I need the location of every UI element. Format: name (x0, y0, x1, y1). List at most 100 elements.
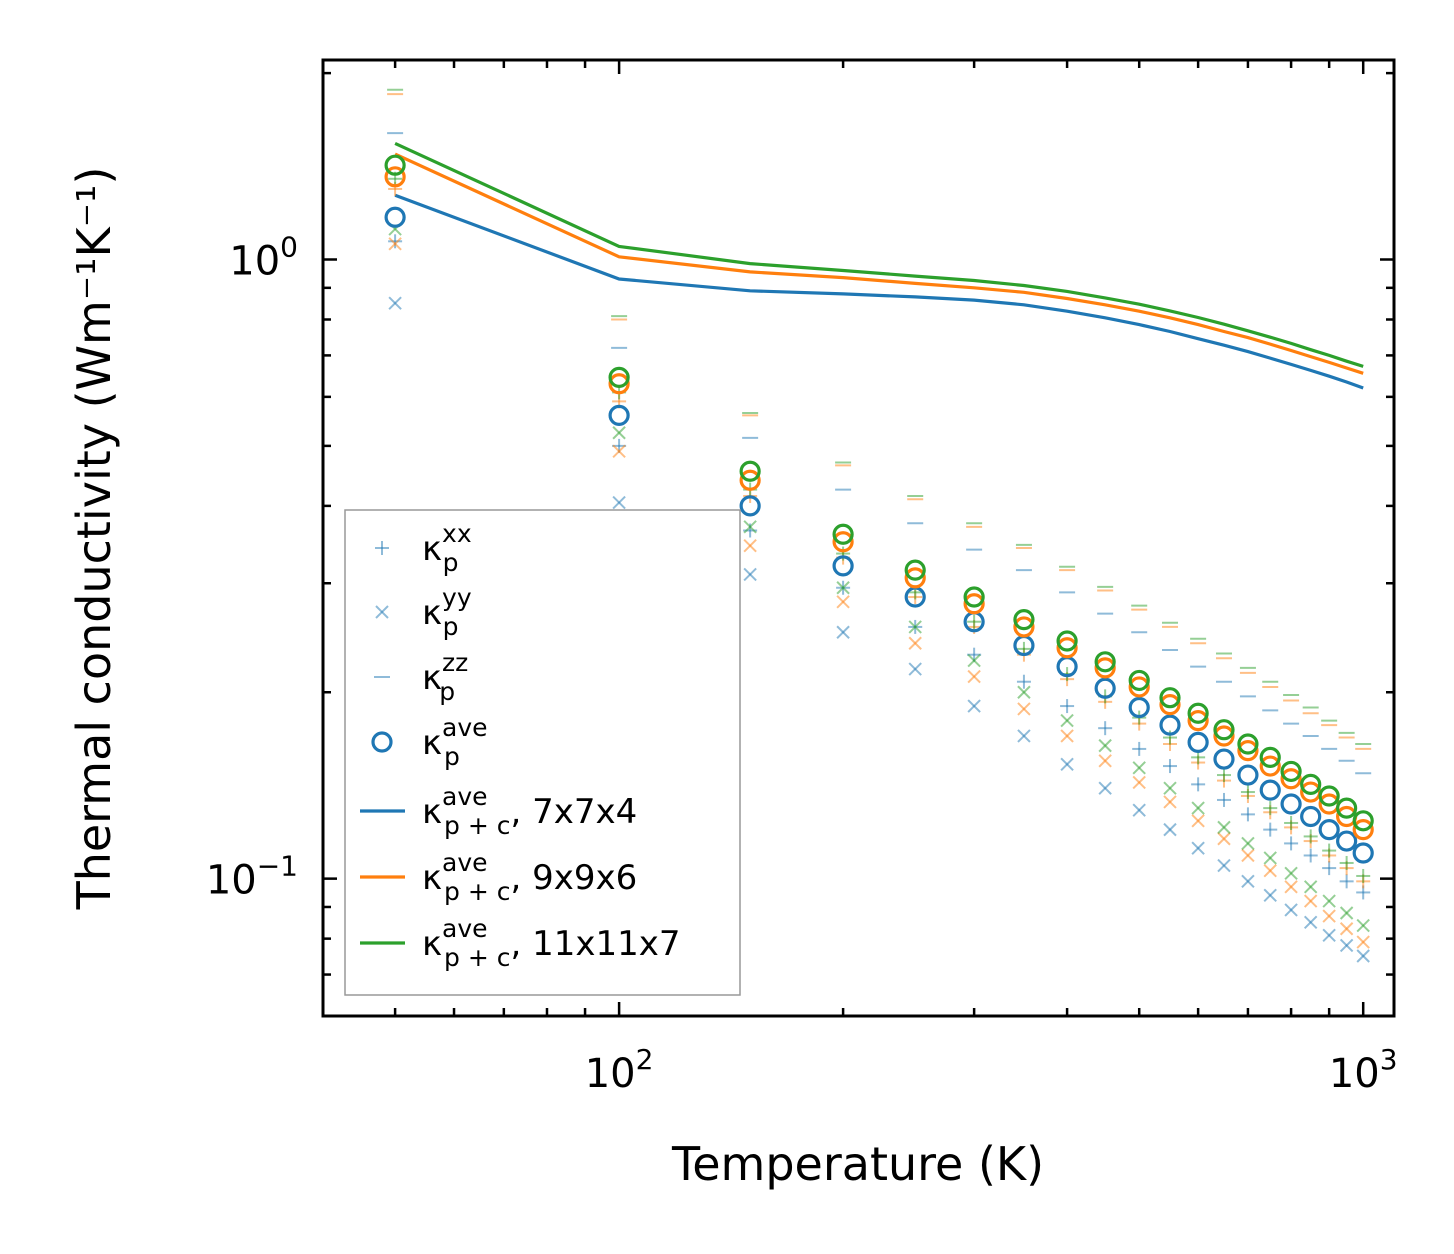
tick-label-base: 10 (229, 239, 280, 285)
point-ave (1094, 651, 1116, 673)
point-yy (743, 567, 757, 582)
point-xx (1060, 699, 1075, 714)
point-ave (1013, 616, 1035, 638)
point-yy (1163, 822, 1177, 837)
point-yy (1356, 918, 1370, 933)
tick-label-base: 10 (1329, 1051, 1380, 1097)
point-yy (1098, 781, 1112, 795)
point-yy (967, 699, 981, 713)
point-ave (384, 206, 406, 228)
series-markers (384, 88, 1374, 963)
point-yy (967, 669, 981, 684)
legend-label-base: κ (422, 723, 442, 763)
legend-label: κxx p (422, 519, 472, 577)
legend-label-sup: xx (442, 519, 472, 548)
legend-label: κave p + c, 9x9x6 (422, 848, 637, 906)
point-yy (1241, 848, 1255, 863)
point-xx (1132, 741, 1147, 756)
legend-box (344, 509, 741, 996)
point-ave (739, 460, 761, 482)
point-yy (612, 495, 626, 510)
point-yy (836, 581, 850, 595)
legend-entry: κave p + c, 9x9x6 (360, 848, 637, 906)
point-yy (1263, 851, 1277, 865)
point-ave (1259, 755, 1281, 777)
point-xx (1216, 792, 1231, 807)
point-ave (384, 166, 406, 188)
tick-label-base: 10 (585, 1051, 636, 1097)
x-axis-label: Temperature (K) (671, 1137, 1044, 1191)
point-ave (1159, 714, 1181, 736)
point-xx (1216, 768, 1231, 783)
legend-label-sub: p (439, 677, 455, 706)
tick-label-exponent: 2 (636, 1043, 654, 1076)
legend-entry: κzz p (374, 648, 468, 706)
point-yy (908, 620, 922, 634)
tick-label-exponent: −1 (257, 850, 298, 883)
point-yy (1322, 894, 1336, 908)
legend-label-sup: yy (442, 583, 472, 612)
point-yy (908, 636, 922, 650)
point-yy (1241, 874, 1255, 889)
legend-label: κave p + c, 11x11x7 (422, 914, 681, 972)
point-yy (1191, 814, 1205, 828)
point-xx (1356, 868, 1371, 883)
point-yy (1303, 894, 1318, 908)
point-yy (1303, 880, 1318, 894)
legend-label-base: κ (422, 529, 442, 569)
point-ave (1128, 696, 1150, 719)
point-ave (1013, 609, 1035, 631)
series-line-7x7x4 (394, 193, 1364, 390)
legend-entry: κave p + c, 11x11x7 (360, 914, 681, 972)
legend-marker-swatch (375, 605, 389, 619)
point-xx (1240, 785, 1255, 800)
point-yy (1241, 836, 1255, 851)
point-yy (1284, 880, 1298, 894)
point-ave (1237, 764, 1259, 786)
point-ave (1213, 725, 1235, 747)
point-ave (1318, 819, 1340, 841)
point-xx (967, 614, 982, 629)
point-yy (1132, 803, 1146, 817)
legend-entry: κave p + c, 7x7x4 (360, 782, 637, 840)
legend-label-base: κ (422, 593, 442, 633)
point-yy (908, 662, 922, 676)
point-xx (1098, 721, 1113, 736)
point-yy (1132, 775, 1146, 790)
point-yy (1163, 795, 1177, 809)
point-yy (1017, 729, 1031, 743)
point-yy (1060, 713, 1074, 728)
point-ave (832, 531, 854, 553)
point-yy (1060, 757, 1074, 772)
legend-label-sub: p (443, 548, 459, 577)
point-ave (1187, 702, 1209, 724)
point-xx (1303, 848, 1318, 863)
point-yy (1284, 866, 1298, 881)
legend-label: κzz p (422, 648, 468, 706)
point-ave (608, 366, 630, 389)
point-yy (612, 426, 626, 440)
legend-label-sup: zz (442, 648, 468, 677)
point-xx (1263, 822, 1278, 837)
point-yy (1098, 738, 1112, 753)
point-ave (1300, 773, 1322, 795)
point-xx (1284, 815, 1299, 830)
legend-label-base: κ (422, 858, 442, 898)
tick-label-base: 10 (206, 858, 257, 904)
point-yy (743, 538, 757, 553)
point-yy (1322, 928, 1336, 943)
point-ave (608, 373, 630, 395)
point-yy (836, 625, 850, 639)
series-lines (394, 141, 1364, 390)
point-ave (1094, 657, 1116, 679)
series-line-9x9x6 (394, 152, 1364, 375)
point-xx (1163, 759, 1178, 774)
point-yy (1339, 922, 1354, 936)
point-ave (739, 495, 761, 517)
point-ave (1213, 748, 1235, 770)
point-ave (1094, 677, 1116, 699)
series-line-11x11x7 (394, 141, 1364, 368)
point-xx (1240, 807, 1255, 822)
legend-label-base: κ (422, 792, 442, 832)
